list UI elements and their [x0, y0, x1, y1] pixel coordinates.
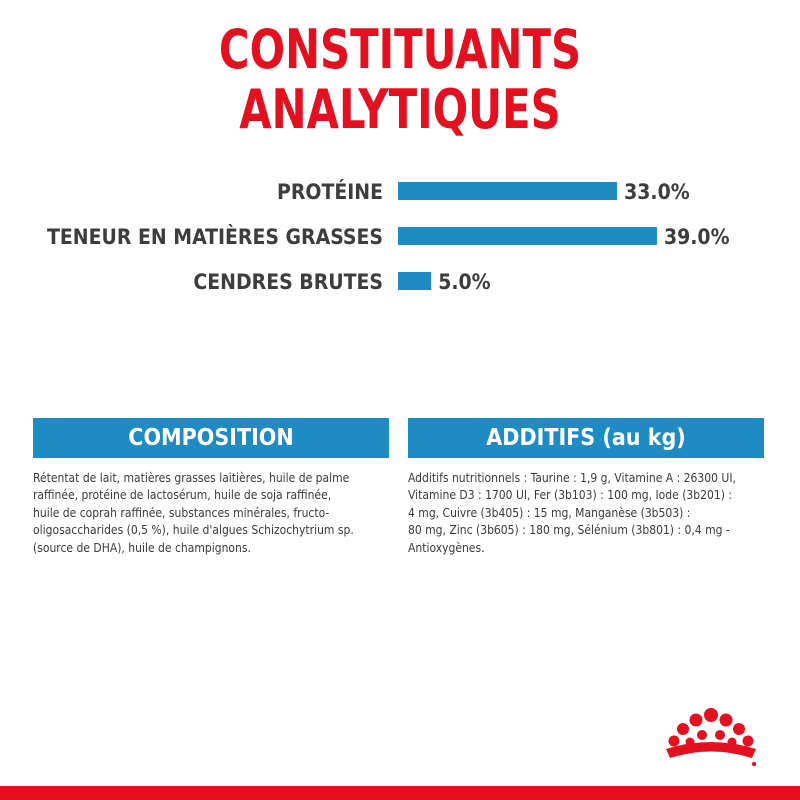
page-title: CONSTITUANTS ANALYTIQUES: [0, 20, 800, 140]
composition-header: COMPOSITION: [33, 418, 389, 458]
bar: [398, 272, 432, 290]
page-title-line-2: ANALYTIQUES: [239, 78, 561, 141]
value-label: 5.0%: [438, 270, 490, 294]
composition-line: Rétentat de lait, matières grasses laiti…: [33, 471, 350, 485]
additifs-line: 4 mg, Cuivre (3b405) : 15 mg, Manganèse …: [408, 505, 691, 520]
value-label: 33.0%: [624, 180, 690, 204]
additifs-line: 80 mg, Zinc (3b605) : 180 mg, Sélénium (…: [408, 523, 730, 538]
bottom-bar: [0, 786, 800, 800]
additifs-line: Vitamine D3 : 1700 UI, Fer (3b103) : 100…: [408, 488, 733, 503]
analytical-constituents-chart: PROTÉINE 33.0% TENEUR EN MATIÈRES GRASSES 3…: [47, 179, 730, 294]
additifs-line: Additifs nutritionnels : Taurine : 1,9 g…: [408, 471, 736, 485]
additives-header: ADDITIFS (au kg): [408, 418, 764, 458]
composition-text: Rétentat de lait, matières grasses laiti…: [33, 470, 389, 557]
royal-canin-crown-icon: [666, 708, 757, 767]
category-label: PROTÉINE: [277, 179, 383, 204]
page-title-line-1: CONSTITUANTS: [218, 18, 582, 81]
composition-line: (source de DHA), huile de champignons.: [33, 540, 251, 555]
bar: [398, 227, 657, 245]
category-label: TENEUR EN MATIÈRES GRASSES: [47, 224, 383, 249]
category-label: CENDRES BRUTES: [193, 270, 383, 294]
composition-line: raffinée, protéine de lactosérum, huile …: [33, 488, 332, 503]
composition-panel: COMPOSITION Rétentat de lait, matières g…: [33, 418, 389, 557]
composition-line: oligosaccharides (0,5 %), huile d'algues…: [33, 523, 354, 538]
additives-panel: ADDITIFS (au kg) Additifs nutritionnels …: [408, 418, 764, 557]
additifs-line: Antioxygènes.: [408, 540, 485, 555]
value-label: 39.0%: [664, 225, 730, 249]
additives-text: Additifs nutritionnels : Taurine : 1,9 g…: [408, 470, 764, 557]
composition-line: huile de coprah raffinée, substances min…: [33, 505, 330, 520]
bar: [398, 182, 618, 200]
